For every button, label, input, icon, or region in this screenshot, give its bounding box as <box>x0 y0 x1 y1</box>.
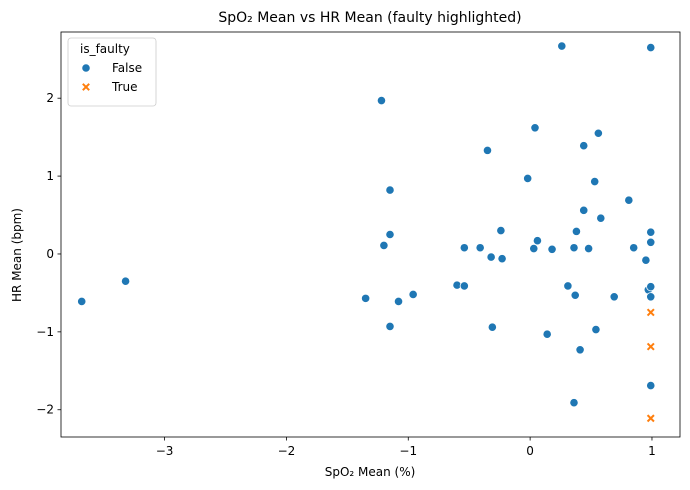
marker-stroke <box>646 414 655 423</box>
data-point <box>569 398 579 408</box>
x-tick-label: −1 <box>399 444 417 458</box>
y-tick-label: 2 <box>46 91 54 105</box>
legend-x-icon <box>82 83 90 91</box>
legend-title: is_faulty <box>80 42 130 56</box>
data-point <box>475 243 485 253</box>
marker-stroke <box>646 308 655 317</box>
x-tick-label: −3 <box>156 444 174 458</box>
data-point <box>408 289 418 300</box>
data-point <box>385 229 395 240</box>
x-tick-label: −2 <box>278 444 296 458</box>
data-point <box>570 290 580 300</box>
data-point <box>646 282 656 292</box>
data-point <box>579 141 589 151</box>
data-point <box>529 243 539 254</box>
legend: is_faulty False True <box>67 37 157 107</box>
data-point <box>77 296 87 307</box>
faulty-point <box>646 342 655 351</box>
data-point <box>646 292 656 302</box>
data-point <box>523 173 533 184</box>
data-point <box>487 322 497 332</box>
chart-title: SpO₂ Mean vs HR Mean (faulty highlighted… <box>218 10 521 26</box>
series-false <box>77 41 656 408</box>
plot-frame <box>60 31 681 438</box>
data-point <box>590 176 600 187</box>
data-point <box>486 252 496 262</box>
x-tick-label: 1 <box>648 444 656 458</box>
data-point <box>379 240 389 251</box>
legend-circle-icon <box>81 63 91 73</box>
y-tick-label: −1 <box>36 325 54 339</box>
data-point <box>563 281 573 291</box>
y-axis-title: HR Mean (bpm) <box>10 208 24 302</box>
data-point <box>629 243 639 253</box>
data-point <box>497 254 507 264</box>
data-point <box>532 236 543 246</box>
data-point <box>482 145 493 155</box>
data-point <box>646 227 656 237</box>
data-point <box>376 95 387 106</box>
x-tick-label: 0 <box>526 444 534 458</box>
data-point <box>584 243 594 254</box>
data-point <box>593 128 603 138</box>
y-tick-label: −2 <box>36 403 54 417</box>
data-marks <box>77 41 656 423</box>
data-point <box>569 243 579 253</box>
data-point <box>557 41 567 51</box>
data-point <box>646 42 656 53</box>
data-point <box>641 255 651 265</box>
faulty-point <box>646 414 655 423</box>
data-point <box>646 237 656 247</box>
x-axis-title: SpO₂ Mean (%) <box>325 465 416 479</box>
faulty-point <box>646 308 655 317</box>
legend-entry-label: True <box>111 80 138 94</box>
data-point <box>542 329 552 339</box>
data-point <box>547 244 557 254</box>
data-point <box>591 324 601 335</box>
data-point <box>596 213 606 223</box>
data-point <box>385 185 395 195</box>
data-point <box>459 243 469 253</box>
data-point <box>530 123 540 133</box>
data-point <box>571 226 582 236</box>
y-tick-label: 0 <box>46 247 54 261</box>
data-point <box>459 281 469 291</box>
marker-stroke <box>82 83 90 91</box>
data-point <box>575 345 585 355</box>
data-point <box>385 321 395 332</box>
data-point <box>361 293 371 303</box>
legend-entry-label: False <box>112 61 142 75</box>
axes: −3 −2 −1 0 1 −2 −1 0 1 2 <box>36 31 681 458</box>
data-point <box>579 205 589 215</box>
legend-box <box>67 37 157 107</box>
y-tick-label: 1 <box>46 169 54 183</box>
data-point <box>496 226 506 236</box>
data-point <box>393 296 404 307</box>
data-point <box>624 195 634 205</box>
marker-stroke <box>646 342 655 351</box>
series-true <box>646 308 655 423</box>
data-point <box>646 380 656 391</box>
data-point <box>609 292 619 302</box>
data-point <box>120 276 131 286</box>
